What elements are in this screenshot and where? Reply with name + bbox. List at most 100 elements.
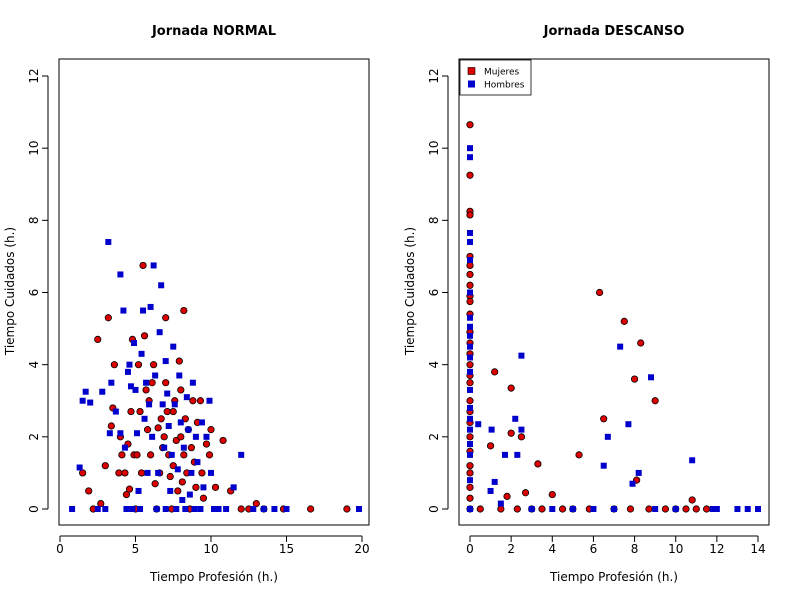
point-hombres — [549, 506, 556, 512]
point-mujeres — [107, 422, 115, 430]
point-hombres — [467, 404, 473, 411]
point-hombres — [467, 354, 473, 361]
point-hombres — [144, 469, 151, 476]
point-mujeres — [692, 505, 700, 513]
point-hombres — [467, 154, 473, 161]
y-tick-label: 2 — [27, 433, 41, 441]
y-tick-label: 12 — [427, 68, 441, 83]
point-hombres — [158, 282, 165, 289]
point-hombres — [475, 421, 482, 428]
point-hombres — [173, 506, 180, 512]
point-mujeres — [142, 386, 150, 394]
point-hombres — [127, 383, 134, 390]
point-mujeres — [702, 505, 711, 513]
point-hombres — [467, 441, 473, 448]
point-mujeres — [521, 489, 530, 497]
point-mujeres — [497, 505, 505, 513]
point-mujeres — [151, 480, 159, 488]
point-hombres — [467, 386, 473, 393]
point-hombres — [260, 506, 267, 512]
point-mujeres — [154, 424, 162, 432]
point-mujeres — [466, 171, 474, 179]
point-hombres — [171, 401, 178, 408]
point-hombres — [150, 262, 157, 269]
panel-jornada-descanso: Jornada DESCANSO Tiempo Profesión (h.) T… — [403, 24, 770, 584]
point-mujeres — [118, 451, 126, 459]
point-mujeres — [517, 433, 526, 441]
point-hombres — [271, 506, 278, 512]
point-hombres — [105, 238, 112, 245]
point-mujeres — [534, 460, 542, 468]
point-hombres — [223, 506, 230, 512]
point-mujeres — [198, 469, 206, 477]
y-axis-label-descanso: Tiempo Cuidados (h.) — [403, 227, 417, 356]
point-mujeres — [180, 306, 188, 315]
point-hombres — [189, 379, 196, 386]
y-axis-label-normal: Tiempo Cuidados (h.) — [3, 227, 17, 356]
point-mujeres — [466, 281, 474, 289]
point-hombres — [625, 421, 632, 428]
y-tick-label: 2 — [427, 433, 441, 441]
point-mujeres — [134, 361, 143, 369]
point-mujeres — [503, 492, 511, 500]
point-mujeres — [651, 397, 659, 405]
point-mujeres — [175, 357, 183, 365]
point-hombres — [467, 229, 473, 236]
point-hombres — [487, 487, 494, 494]
point-mujeres — [97, 499, 105, 508]
point-hombres — [611, 506, 617, 512]
point-hombres — [69, 506, 76, 512]
point-mujeres — [466, 361, 474, 369]
legend-swatch-hombres — [468, 80, 475, 88]
point-hombres — [467, 289, 473, 296]
point-hombres — [467, 426, 473, 433]
legend-box — [459, 59, 532, 96]
point-mujeres — [121, 469, 129, 477]
point-mujeres — [486, 442, 495, 450]
point-mujeres — [174, 487, 182, 495]
point-mujeres — [177, 433, 185, 441]
point-mujeres — [110, 361, 118, 369]
point-hombres — [709, 506, 716, 512]
point-mujeres — [211, 483, 220, 491]
point-hombres — [467, 332, 473, 339]
point-mujeres — [207, 426, 215, 434]
point-mujeres — [661, 505, 670, 513]
point-mujeres — [177, 386, 185, 394]
point-hombres — [467, 343, 473, 350]
point-hombres — [149, 433, 156, 440]
point-mujeres — [147, 451, 155, 459]
point-mujeres — [688, 496, 696, 504]
point-mujeres — [163, 407, 171, 416]
point-mujeres — [136, 407, 144, 416]
y-tick-label: 12 — [27, 68, 41, 83]
point-hombres — [197, 506, 204, 512]
point-hombres — [182, 506, 189, 512]
point-mujeres — [466, 462, 474, 470]
point-mujeres — [94, 335, 102, 344]
point-hombres — [528, 506, 535, 512]
point-hombres — [179, 496, 186, 503]
point-hombres — [467, 323, 473, 330]
point-hombres — [155, 469, 162, 476]
point-hombres — [87, 399, 94, 406]
point-hombres — [491, 478, 498, 485]
point-mujeres — [466, 433, 474, 441]
point-mujeres — [180, 451, 188, 459]
point-hombres — [497, 500, 504, 507]
point-mujeres — [157, 415, 165, 423]
point-mujeres — [101, 462, 109, 470]
x-tick-label: 12 — [709, 542, 724, 556]
point-mujeres — [143, 426, 152, 434]
point-hombres — [156, 329, 163, 336]
point-mujeres — [476, 505, 484, 513]
point-mujeres — [115, 469, 123, 477]
point-hombres — [467, 368, 473, 375]
point-mujeres — [237, 505, 245, 513]
point-hombres — [238, 451, 245, 458]
point-mujeres — [140, 332, 149, 340]
y-tick-label: 0 — [27, 505, 41, 513]
point-mujeres — [122, 490, 131, 499]
point-hombres — [121, 444, 128, 451]
point-hombres — [168, 451, 175, 458]
